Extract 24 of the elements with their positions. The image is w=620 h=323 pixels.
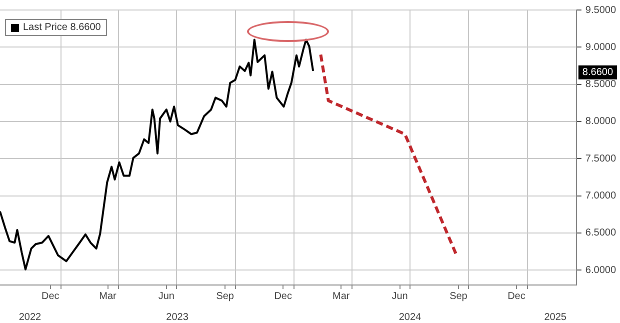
y-tick-label: 7.0000: [585, 190, 616, 202]
x-tick-label: Dec: [41, 290, 60, 302]
y-tick-label: 8.5000: [585, 79, 616, 90]
y-tick-label: 8.0000: [585, 116, 616, 128]
x-tick-label: Dec: [508, 290, 526, 302]
x-tick-label: Jun: [158, 290, 174, 302]
y-tick-label: 9.5000: [585, 4, 616, 16]
x-tick-label: Sep: [216, 290, 234, 302]
annotation: 8.6600: [582, 67, 614, 78]
line-series: [319, 53, 458, 257]
x2-tick-label: 2024: [398, 312, 422, 323]
y-tick-label: 6.5000: [585, 228, 616, 239]
x-tick-label: Dec: [274, 290, 292, 302]
y-tick-label: 6.0000: [585, 264, 616, 276]
x2-tick-label: 2022: [18, 312, 42, 323]
x-tick-label: Mar: [332, 290, 350, 302]
x-tick-label: Jun: [392, 290, 408, 302]
y-tick-label: 9.0000: [585, 42, 616, 53]
x-tick-label: Mar: [99, 290, 118, 302]
x-tick-label: Sep: [450, 290, 468, 302]
y-tick-label: 7.5000: [585, 153, 616, 164]
x2-tick-label: 2025: [544, 312, 567, 323]
x2-tick-label: 2023: [166, 312, 189, 323]
legend-label: Last Price 8.6600: [23, 22, 101, 33]
